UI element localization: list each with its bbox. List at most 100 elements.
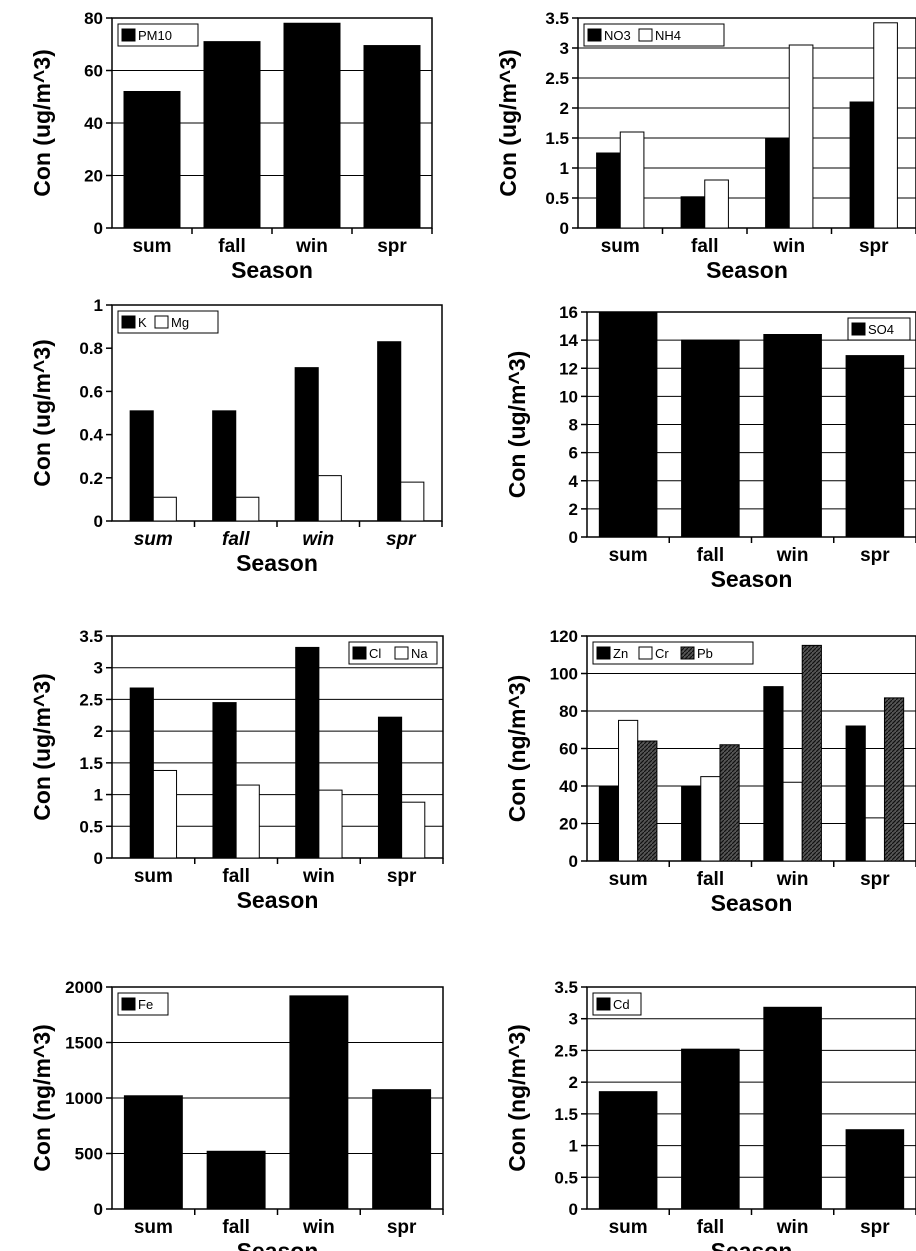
y-tick-label: 0 bbox=[560, 219, 569, 238]
x-tick-label: sum bbox=[134, 1217, 173, 1238]
x-tick-label: fall bbox=[218, 236, 245, 257]
bar-k-sum bbox=[129, 410, 154, 522]
y-tick-label: 80 bbox=[84, 9, 103, 28]
bar-zn-fall bbox=[681, 785, 702, 862]
x-tick-label: sum bbox=[601, 236, 640, 257]
legend-box bbox=[348, 641, 438, 665]
y-tick-label: 0.5 bbox=[545, 189, 569, 208]
bar-zn-sum bbox=[598, 785, 620, 862]
y-tick-label: 0 bbox=[94, 219, 103, 238]
bar-cd-sum bbox=[598, 1091, 658, 1210]
y-tick-label: 0 bbox=[94, 512, 103, 531]
bar-k-win bbox=[294, 367, 319, 522]
x-tick-label: win bbox=[302, 866, 335, 887]
chart-8: 0 0.5 1 1.5 2 2.5 3 3.5 sum fall win spr Season Con (… bbox=[504, 978, 916, 1251]
bar-nh4-fall bbox=[704, 179, 729, 229]
y-axis-title: Con (ng/m^3) bbox=[29, 1024, 55, 1172]
bar-na-sum bbox=[152, 769, 178, 859]
y-tick-label: 20 bbox=[559, 815, 578, 834]
legend: Fe bbox=[117, 992, 169, 1016]
x-tick-label: fall bbox=[222, 529, 250, 550]
x-tick-label: win bbox=[776, 1217, 809, 1238]
y-tick-label: 6 bbox=[569, 444, 578, 463]
bar-mg-sum bbox=[152, 496, 177, 522]
bar-pm10-sum bbox=[123, 91, 181, 229]
chart-7: 0 500 1000 1500 2000 sum fall win spr Season Con (… bbox=[29, 978, 444, 1251]
legend-label-cr: Cr bbox=[655, 646, 669, 661]
y-tick-label: 3 bbox=[569, 1010, 578, 1029]
bar-na-fall bbox=[235, 784, 260, 859]
y-tick-label: 3.5 bbox=[554, 978, 578, 997]
bar-cl-sum bbox=[129, 687, 154, 859]
legend-swatch-no3 bbox=[587, 28, 602, 42]
legend-swatch-pm10 bbox=[121, 28, 136, 42]
y-tick-label: 3 bbox=[94, 659, 103, 678]
x-tick-label: sum bbox=[609, 1217, 648, 1238]
bar-no3-sum bbox=[596, 152, 621, 229]
legend-swatch-k bbox=[121, 315, 136, 329]
x-tick-label: win bbox=[776, 869, 809, 890]
bar-pb-fall bbox=[719, 744, 740, 862]
y-tick-label: 40 bbox=[84, 114, 103, 133]
y-tick-label: 0.5 bbox=[554, 1168, 578, 1187]
y-tick-label: 1.5 bbox=[554, 1105, 578, 1124]
legend-label-fe: Fe bbox=[138, 997, 153, 1012]
legend: Cl Na bbox=[348, 641, 438, 665]
x-tick-label: win bbox=[295, 236, 328, 257]
chart-1: 0 20 40 60 80 sum fall win spr Season Con (ug/m^3)… bbox=[29, 9, 433, 283]
bar-so4-sum bbox=[598, 311, 658, 538]
y-tick-label: 3 bbox=[560, 39, 569, 58]
y-tick-label: 0.2 bbox=[79, 469, 103, 488]
y-tick-label: 20 bbox=[84, 167, 103, 186]
x-tick-label: fall bbox=[222, 866, 249, 887]
chart-2: 0 0.5 1 1.5 2 2.5 3 3.5 sum fall win spr Season Con (… bbox=[495, 9, 916, 283]
x-tick-label: sum bbox=[134, 529, 173, 550]
legend-box bbox=[583, 23, 725, 47]
x-tick-label: spr bbox=[387, 866, 417, 887]
bar-mg-win bbox=[317, 475, 342, 522]
x-tick-label: spr bbox=[387, 1217, 417, 1238]
y-tick-label: 0 bbox=[569, 1200, 578, 1219]
x-tick-label: win bbox=[772, 236, 805, 257]
bar-no3-spr bbox=[849, 101, 875, 229]
y-tick-label: 80 bbox=[559, 702, 578, 721]
x-tick-label: spr bbox=[860, 1217, 890, 1238]
legend-label-no3: NO3 bbox=[604, 28, 631, 43]
legend-swatch-cl bbox=[352, 646, 367, 660]
bar-cl-fall bbox=[212, 702, 237, 859]
y-tick-label: 1 bbox=[94, 786, 103, 805]
x-tick-label: sum bbox=[609, 545, 648, 566]
y-tick-label: 1.5 bbox=[79, 754, 103, 773]
bar-k-spr bbox=[377, 341, 402, 522]
bar-na-spr bbox=[401, 801, 426, 859]
bar-zn-spr bbox=[845, 725, 866, 862]
legend-swatch-so4 bbox=[851, 322, 866, 336]
bar-cd-win bbox=[763, 1006, 822, 1210]
legend-swatch-pb bbox=[680, 646, 695, 660]
y-tick-label: 0.8 bbox=[79, 339, 103, 358]
bar-cd-spr bbox=[845, 1129, 905, 1210]
y-axis-title: Con (ug/m^3) bbox=[504, 351, 530, 499]
legend: K Mg bbox=[117, 310, 219, 334]
x-axis-title: Season bbox=[236, 550, 318, 576]
x-tick-label: fall bbox=[697, 869, 724, 890]
y-tick-label: 0 bbox=[569, 852, 578, 871]
legend-swatch-mg bbox=[154, 315, 169, 329]
y-tick-label: 3.5 bbox=[79, 627, 103, 646]
legend: PM10 bbox=[117, 23, 199, 47]
legend-label-cd: Cd bbox=[613, 997, 630, 1012]
x-axis-title: Season bbox=[711, 890, 793, 916]
legend-swatch-fe bbox=[121, 997, 136, 1011]
y-tick-label: 120 bbox=[550, 627, 578, 646]
bar-k-fall bbox=[212, 410, 237, 522]
x-tick-label: spr bbox=[860, 545, 890, 566]
bar-so4-spr bbox=[845, 355, 905, 538]
y-tick-label: 2 bbox=[94, 722, 103, 741]
legend-label-pm10: PM10 bbox=[138, 28, 172, 43]
legend-label-na: Na bbox=[411, 646, 428, 661]
x-tick-label: spr bbox=[859, 236, 889, 257]
legend: SO4 bbox=[847, 317, 911, 341]
bar-no3-fall bbox=[680, 196, 706, 229]
legend-box bbox=[117, 23, 199, 47]
